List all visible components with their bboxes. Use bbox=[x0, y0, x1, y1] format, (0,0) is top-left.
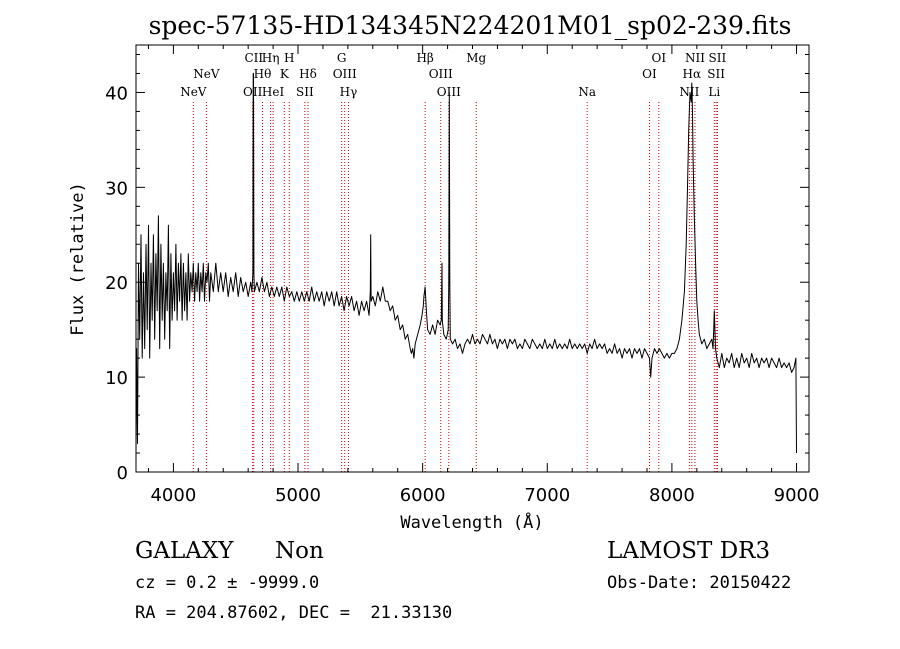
x-tick-label: 8000 bbox=[649, 485, 695, 506]
line-marker-label: CII bbox=[244, 51, 263, 65]
y-tick-label: 10 bbox=[105, 368, 128, 389]
x-tick-label: 5000 bbox=[275, 485, 321, 506]
line-marker-label: Hδ bbox=[299, 67, 317, 81]
line-marker-label: OI bbox=[642, 67, 657, 81]
line-marker-label: Mg bbox=[466, 51, 486, 65]
line-marker-label: SII bbox=[296, 85, 314, 99]
x-tick-label: 7000 bbox=[524, 485, 570, 506]
line-marker-label: HeI bbox=[262, 85, 285, 99]
x-axis-label: Wavelength (Å) bbox=[400, 511, 543, 533]
line-marker-label: Hγ bbox=[340, 85, 358, 99]
line-marker-label: NII bbox=[685, 51, 705, 65]
line-marker-label: Hβ bbox=[416, 51, 433, 65]
line-marker-label: Hα bbox=[683, 67, 702, 81]
y-tick-label: 40 bbox=[105, 83, 128, 104]
x-tick-label: 4000 bbox=[150, 485, 196, 506]
y-axis-label: Flux (relative) bbox=[68, 182, 88, 336]
coordinates: RA = 204.87602, DEC = 21.33130 bbox=[135, 603, 453, 623]
chart-title: spec-57135-HD134345N224201M01_sp02-239.f… bbox=[149, 11, 792, 40]
line-marker-label: Hθ bbox=[254, 67, 272, 81]
line-marker-label: H bbox=[284, 51, 294, 65]
line-marker-label: NII bbox=[679, 85, 699, 99]
line-marker-label: G bbox=[337, 51, 347, 65]
y-tick-label: 30 bbox=[105, 178, 128, 199]
line-marker-label: SII bbox=[707, 67, 725, 81]
axis-ticks: 4000 5000 6000 7000 8000 9000 0 10 20 30 40 bbox=[105, 45, 819, 506]
redshift-readout: cz = 0.2 ± -9999.0 bbox=[135, 573, 320, 593]
line-marker-label: OIII bbox=[333, 67, 357, 81]
x-tick-label: 6000 bbox=[400, 485, 446, 506]
line-markers: NeVNeVOIICIIHθHηHeIKHSIIHδGOIIIHγHβOIIIO… bbox=[180, 51, 727, 472]
obs-date: Obs-Date: 20150422 bbox=[607, 573, 792, 593]
plot-frame bbox=[135, 44, 810, 473]
line-marker-label: Hη bbox=[262, 51, 280, 65]
object-class: GALAXY bbox=[135, 538, 234, 564]
line-marker-label: OIII bbox=[437, 85, 461, 99]
line-marker-label: K bbox=[280, 67, 290, 81]
spectrum-line bbox=[135, 73, 797, 454]
series-group bbox=[135, 73, 797, 454]
survey-name: LAMOST DR3 bbox=[607, 538, 771, 564]
line-marker-label: Na bbox=[578, 85, 596, 99]
x-tick-label: 9000 bbox=[774, 485, 820, 506]
y-tick-label: 0 bbox=[117, 463, 128, 484]
line-marker-label: NeV bbox=[193, 67, 220, 81]
line-marker-label: OIII bbox=[429, 67, 453, 81]
line-marker-label: OI bbox=[652, 51, 667, 65]
y-tick-label: 20 bbox=[105, 273, 128, 294]
line-marker-label: SII bbox=[709, 51, 727, 65]
line-marker-label: Li bbox=[708, 85, 720, 99]
line-marker-label: NeV bbox=[180, 85, 207, 99]
object-subclass: Non bbox=[275, 538, 324, 564]
